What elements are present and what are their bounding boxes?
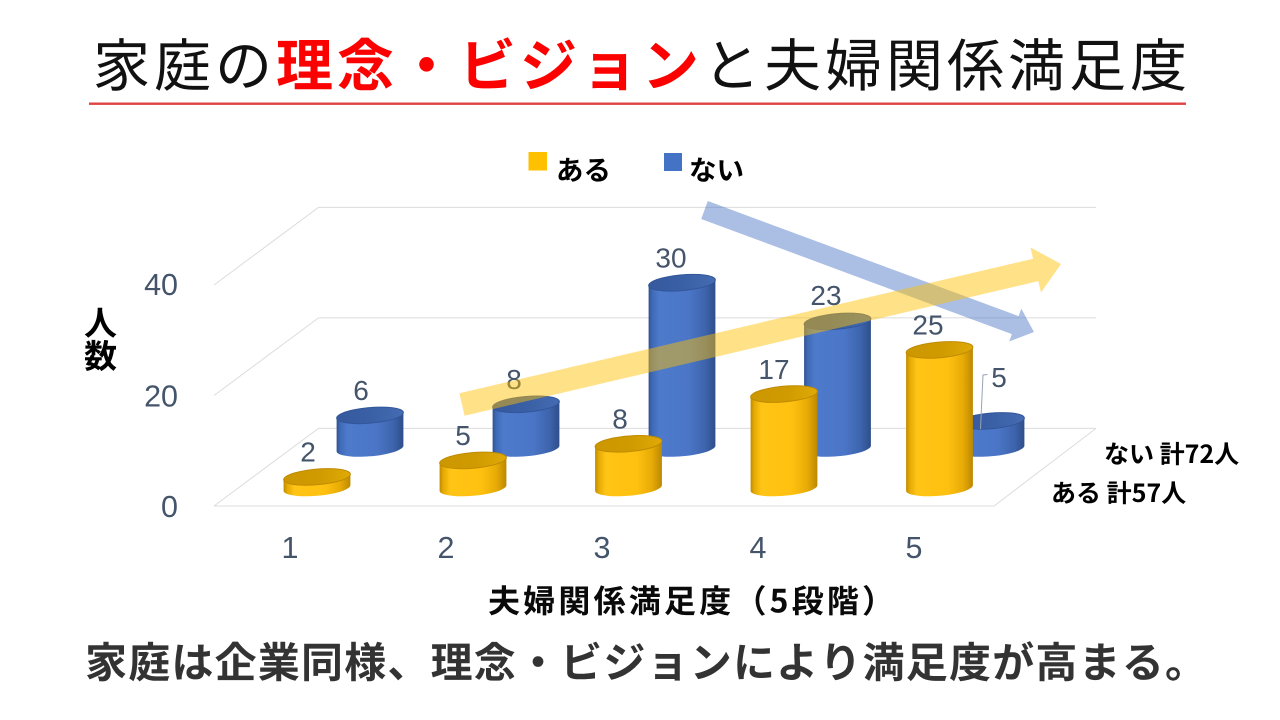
svg-text:30: 30: [655, 242, 686, 273]
svg-text:4: 4: [750, 531, 767, 565]
svg-text:6: 6: [353, 375, 369, 406]
svg-text:5: 5: [991, 362, 1007, 393]
svg-text:23: 23: [810, 280, 841, 311]
svg-text:2: 2: [438, 531, 455, 565]
svg-text:20: 20: [144, 380, 178, 414]
svg-text:8: 8: [506, 364, 522, 395]
svg-text:25: 25: [912, 310, 943, 341]
svg-text:8: 8: [612, 404, 628, 435]
svg-text:0: 0: [161, 490, 178, 524]
svg-text:5: 5: [906, 531, 923, 565]
svg-text:2: 2: [300, 437, 316, 468]
svg-text:17: 17: [758, 354, 789, 385]
svg-text:1: 1: [282, 531, 299, 565]
svg-text:3: 3: [594, 531, 611, 565]
svg-text:40: 40: [144, 268, 178, 302]
svg-text:5: 5: [455, 420, 471, 451]
